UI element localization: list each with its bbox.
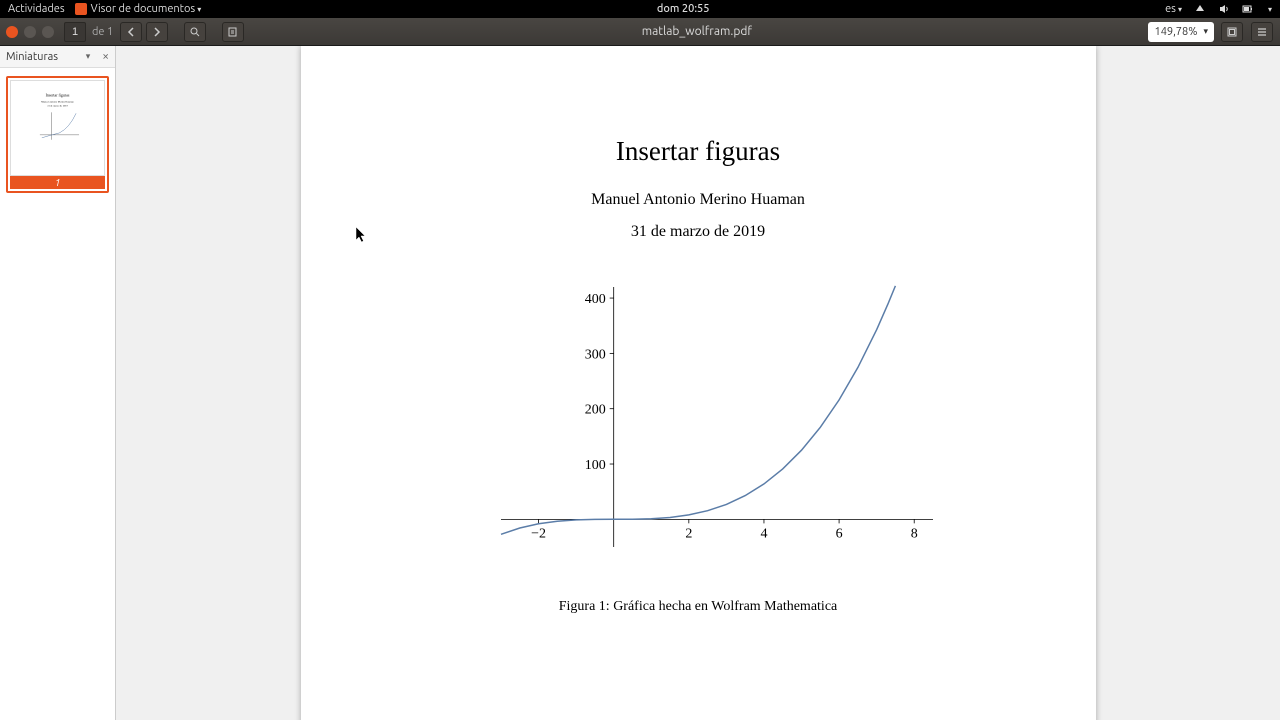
language-indicator[interactable]: es▾: [1165, 3, 1182, 15]
document-date: 31 de marzo de 2019: [361, 223, 1036, 241]
window-minimize-button[interactable]: [24, 26, 36, 38]
document-author: Manuel Antonio Merino Huaman: [361, 191, 1036, 209]
search-button[interactable]: [184, 22, 206, 42]
view-mode-button[interactable]: [1221, 22, 1243, 42]
zoom-dropdown[interactable]: 149,78% ▾: [1148, 22, 1214, 42]
svg-text:31 de marzo de 2019: 31 de marzo de 2019: [47, 104, 68, 107]
window-controls: [6, 26, 54, 38]
figure-caption: Figura 1: Gráfica hecha en Wolfram Mathe…: [559, 599, 838, 615]
annotate-button[interactable]: [222, 22, 244, 42]
pdf-page: Insertar figuras Manuel Antonio Merino H…: [301, 46, 1096, 720]
svg-text:200: 200: [585, 403, 606, 418]
app-icon: [75, 3, 87, 15]
next-page-button[interactable]: [146, 22, 168, 42]
svg-text:400: 400: [585, 292, 606, 307]
zoom-value: 149,78%: [1154, 26, 1197, 38]
page-number-input[interactable]: [64, 22, 86, 42]
svg-text:300: 300: [585, 347, 606, 362]
chart: −2 2 4 6 8 100 200 300 400: [453, 277, 943, 587]
svg-text:Insertar figuras: Insertar figuras: [46, 94, 70, 98]
thumbnail-preview: Insertar figuras Manuel Antonio Merino H…: [10, 80, 105, 176]
svg-text:−2: −2: [531, 526, 546, 541]
document-filename: matlab_wolfram.pdf: [245, 25, 1148, 38]
activities-button[interactable]: Actividades: [8, 3, 65, 15]
svg-text:4: 4: [760, 526, 767, 541]
app-headerbar: de 1 matlab_wolfram.pdf 149,78% ▾: [0, 18, 1280, 46]
svg-text:2: 2: [685, 526, 692, 541]
battery-icon[interactable]: [1242, 3, 1254, 15]
page-navigation: de 1: [64, 22, 169, 42]
thumbnail-page-number: 1: [10, 176, 105, 189]
svg-text:6: 6: [836, 526, 843, 541]
system-topbar: Actividades Visor de documentos ▾ dom 20…: [0, 0, 1280, 18]
sidebar-dropdown-icon[interactable]: ▾: [86, 51, 91, 62]
svg-text:8: 8: [911, 526, 918, 541]
document-title: Insertar figuras: [361, 136, 1036, 167]
app-name-label: Visor de documentos: [91, 3, 196, 15]
window-close-button[interactable]: [6, 26, 18, 38]
volume-icon[interactable]: [1218, 3, 1230, 15]
document-viewer[interactable]: Insertar figuras Manuel Antonio Merino H…: [116, 46, 1280, 720]
sidebar-header: Miniaturas ▾ ×: [0, 46, 115, 68]
app-menu[interactable]: Visor de documentos ▾: [75, 3, 202, 15]
thumbnails-list: Insertar figuras Manuel Antonio Merino H…: [0, 68, 115, 201]
page-total-label: de 1: [92, 26, 113, 38]
prev-page-button[interactable]: [120, 22, 142, 42]
svg-text:100: 100: [585, 458, 606, 473]
sidebar-title: Miniaturas: [6, 51, 86, 63]
network-icon[interactable]: [1194, 3, 1206, 15]
svg-text:Manuel Antonio Merino Huaman: Manuel Antonio Merino Huaman: [41, 101, 74, 104]
thumbnail-page-1[interactable]: Insertar figuras Manuel Antonio Merino H…: [6, 76, 109, 193]
sidebar-close-button[interactable]: ×: [102, 50, 109, 63]
thumbnails-sidebar: Miniaturas ▾ × Insertar figuras Manuel A…: [0, 46, 116, 720]
hamburger-menu-button[interactable]: [1251, 22, 1273, 42]
power-menu-icon[interactable]: ▾: [1266, 5, 1272, 14]
figure-1: −2 2 4 6 8 100 200 300 400 Figura 1: Gráfica hec…: [361, 277, 1036, 615]
clock[interactable]: dom 20:55: [201, 3, 1165, 15]
window-maximize-button[interactable]: [42, 26, 54, 38]
